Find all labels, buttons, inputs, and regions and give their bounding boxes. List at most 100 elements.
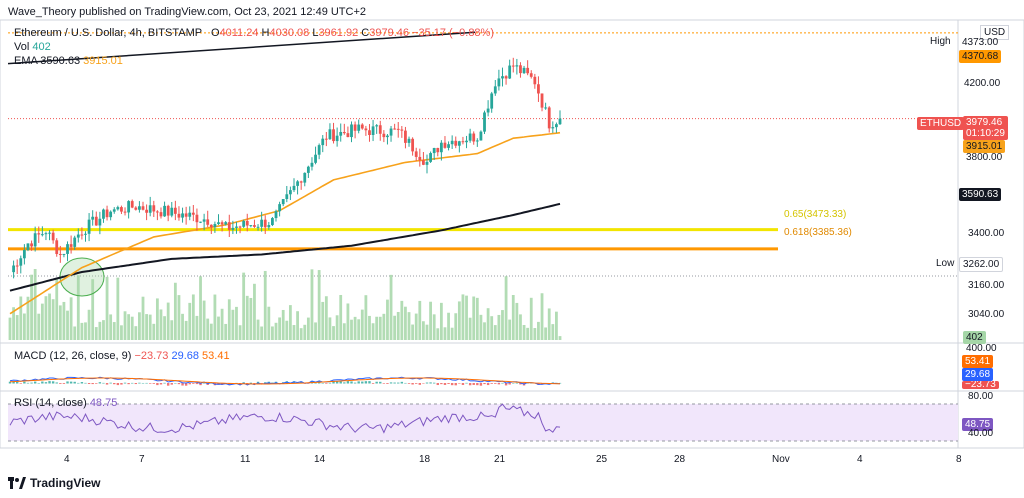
volume-bar (112, 322, 116, 340)
volume-bar (382, 313, 386, 340)
candle-body (245, 220, 249, 226)
volume-bar (299, 328, 303, 340)
volume-bar (76, 275, 80, 340)
volume-bar (181, 313, 184, 340)
tradingview-logo-text: TradingView (30, 476, 101, 490)
candle-body (94, 216, 98, 226)
candle-body (454, 140, 458, 146)
macd-histogram-bar (526, 382, 529, 384)
volume-bar (188, 302, 192, 340)
macd-histogram-bar (15, 381, 19, 384)
macd-histogram-bar (350, 381, 353, 384)
volume-bar (396, 311, 400, 340)
macd-histogram-bar (123, 382, 127, 384)
macd-histogram-bar (512, 382, 515, 384)
macd-histogram-bar (159, 383, 163, 385)
time-tick: 14 (314, 454, 326, 465)
currency-button[interactable]: USD (980, 25, 1010, 40)
candle-body (353, 124, 357, 131)
rsi-legend[interactable]: RSI (14, close) 48.75 (14, 397, 117, 409)
candle-body (256, 226, 260, 228)
macd-histogram-bar (174, 382, 177, 384)
candle-body (439, 142, 443, 153)
symbol-title[interactable]: Ethereum / U.S. Dollar, 4h, BITSTAMP (14, 27, 202, 39)
candle-body (457, 141, 461, 146)
macd-legend[interactable]: MACD (12, 26, close, 9) −23.73 29.68 53.… (14, 350, 230, 362)
volume-legend[interactable]: Vol 402 (14, 41, 51, 53)
macd-histogram-bar (404, 382, 407, 384)
volume-bar (274, 322, 278, 340)
volume-bar (217, 316, 220, 340)
volume-bar (418, 300, 422, 340)
ema-legend[interactable]: EMA 3590.63 3915.01 (14, 55, 123, 67)
candle-body (418, 156, 422, 161)
tradingview-logo[interactable]: TradingView (8, 476, 100, 490)
macd-histogram-bar (148, 383, 152, 384)
candle-body (127, 201, 131, 213)
macd-histogram-bar (486, 383, 490, 386)
candle-body (375, 125, 379, 127)
volume-bar (529, 297, 533, 340)
tradingview-logo-icon (8, 477, 26, 489)
volume-bar (224, 323, 228, 340)
macd-histogram-bar (504, 383, 508, 386)
volume-bar (378, 316, 382, 340)
volume-bar (278, 317, 282, 340)
candle-body (468, 133, 472, 141)
candle-body (152, 205, 156, 212)
low-price-tag: 3262.00 (959, 257, 1004, 272)
macd-histogram-bar (48, 381, 51, 384)
macd-histogram-bar (145, 382, 148, 384)
candle-body (12, 265, 15, 273)
macd-histogram-bar (73, 381, 76, 384)
volume-bar (48, 293, 51, 340)
time-tick: 4 (64, 454, 70, 465)
volume-bar (191, 294, 195, 340)
volume-bar (364, 295, 368, 340)
macd-histogram-bar (400, 381, 404, 384)
volume-bar (537, 321, 540, 340)
volume-bar (155, 298, 159, 340)
volume-bar (260, 326, 264, 340)
volume-bar (436, 328, 440, 340)
macd-histogram-bar (447, 383, 450, 384)
candle-body (87, 219, 91, 234)
candle-body (227, 222, 231, 230)
candle-body (91, 216, 95, 220)
rsi-value: 48.75 (89, 397, 118, 409)
volume-bar (439, 302, 443, 340)
macd-histogram-bar (23, 381, 26, 384)
ema-fast-tag: 3915.01 (963, 140, 1006, 153)
candle-body (206, 219, 210, 225)
time-tick: 7 (139, 454, 145, 465)
high-label: H (261, 27, 270, 39)
macd-histogram-bar (335, 381, 339, 384)
macd-histogram-bar (368, 381, 371, 384)
candle-body (213, 224, 217, 228)
macd-histogram-bar (436, 383, 439, 386)
candle-body (472, 133, 476, 142)
volume-bar (540, 293, 544, 340)
macd-histogram-bar (166, 383, 170, 386)
candle-body (396, 128, 400, 130)
candle-body (73, 237, 77, 247)
volume-bar (493, 325, 497, 340)
volume-bar (73, 326, 77, 340)
candle-body (529, 73, 533, 77)
volume-bar (19, 296, 23, 340)
volume-bar (296, 311, 299, 340)
volume-bar (138, 312, 141, 340)
candle-body (364, 128, 368, 131)
macd-histogram-bar (411, 383, 414, 385)
candle-body (191, 212, 195, 215)
candle-body (332, 129, 335, 142)
volume-bar (483, 322, 486, 340)
candle-body (195, 214, 199, 223)
macd-line-value: 29.68 (171, 350, 199, 362)
candle-body (123, 211, 127, 213)
candle-body (202, 219, 206, 222)
candle-body (141, 206, 145, 210)
volume-bar (26, 296, 30, 340)
volume-bar (389, 274, 393, 340)
